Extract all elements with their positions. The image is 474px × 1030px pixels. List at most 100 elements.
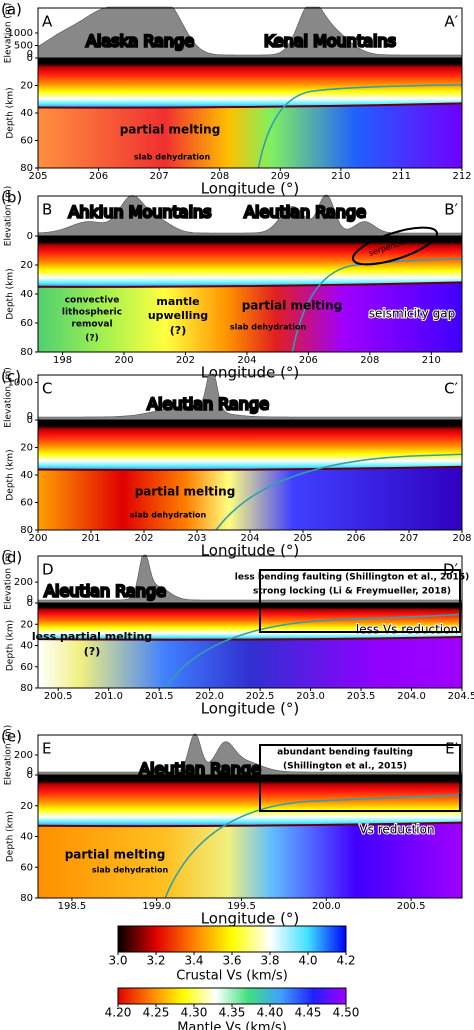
annotation: Alaska Range xyxy=(86,32,194,51)
x-tick-label: 210 xyxy=(331,171,350,182)
x-tick-label: 200.5 xyxy=(44,691,73,702)
x-tick-label: 207 xyxy=(399,533,418,544)
velocity-section xyxy=(38,236,462,352)
y-tick-label: 40 xyxy=(20,470,33,481)
elevation-frame xyxy=(37,195,463,237)
x-tick-label: 201 xyxy=(81,533,100,544)
depth-label: Depth (km) xyxy=(6,811,16,862)
colorbar-tick-label: 4.2 xyxy=(336,954,355,968)
y-tick-label: 20 xyxy=(20,260,33,271)
annotation: less partial melting xyxy=(32,630,152,643)
elevation-frame xyxy=(37,555,463,604)
x-tick-label: 212 xyxy=(452,171,471,182)
y-tick-label: 0 xyxy=(27,415,33,426)
moho-line xyxy=(38,465,462,471)
x-tick-label: 211 xyxy=(392,171,411,182)
annotation: strong locking (Li & Freymueller, 2018) xyxy=(253,587,451,597)
x-tick-label: 204 xyxy=(240,533,259,544)
slab-interface xyxy=(164,794,462,898)
profile-end: A′ xyxy=(444,13,458,31)
x-tick-label: 203.0 xyxy=(296,691,325,702)
annotation: Vs reduction xyxy=(359,823,434,837)
x-tick-label: 204.0 xyxy=(397,691,426,702)
annotation: (?) xyxy=(84,645,100,658)
y-tick-label: 0 xyxy=(27,53,33,64)
panel-label: (c) xyxy=(1,368,21,386)
x-tick-label: 199.5 xyxy=(227,901,256,912)
colorbar xyxy=(117,925,347,953)
topography xyxy=(37,554,463,604)
panel-label: (d) xyxy=(1,549,22,567)
annotation: slab dehydration xyxy=(230,323,307,332)
depth-label: Depth (km) xyxy=(6,620,16,671)
x-axis-label: Longitude (°) xyxy=(201,910,300,928)
topography xyxy=(37,6,463,59)
x-tick-label: 202 xyxy=(176,355,195,366)
x-axis-label: Longitude (°) xyxy=(201,180,300,198)
elevation-tick-label: 0 xyxy=(27,766,33,777)
moho-line xyxy=(38,636,462,641)
elevation-label: Elevation (m) xyxy=(4,549,14,609)
annotation: Aleutian Range xyxy=(44,582,166,601)
profile-end: B′ xyxy=(444,201,458,219)
annotation: lithospheric xyxy=(62,308,122,318)
topography xyxy=(37,733,463,776)
moho-line xyxy=(38,821,462,828)
crust-layer xyxy=(38,775,462,827)
y-tick-label: 40 xyxy=(20,108,33,119)
colorbar-tick-label: 4.40 xyxy=(257,1006,284,1020)
y-tick-label: 80 xyxy=(20,525,33,536)
slab-interface xyxy=(215,449,462,530)
x-tick-label: 202.0 xyxy=(195,691,224,702)
x-tick-label: 208 xyxy=(360,355,379,366)
crust-layer xyxy=(38,603,462,640)
elevation-label: Elevation (m) xyxy=(4,3,14,63)
annotation: Aleutian Range xyxy=(244,203,366,222)
x-tick-label: 200.0 xyxy=(312,901,341,912)
x-tick-label: 207 xyxy=(150,171,169,182)
elevation-tick-label: 0 xyxy=(27,594,33,605)
profile-start: E xyxy=(42,740,51,758)
panel-label: (e) xyxy=(1,728,22,746)
x-tick-label: 203.5 xyxy=(347,691,376,702)
y-tick-label: 40 xyxy=(20,832,33,843)
annotation: slab dehydration xyxy=(134,153,211,162)
colorbar-tick-label: 3.4 xyxy=(184,954,203,968)
colorbar-title: Crustal Vs (km/s) xyxy=(176,969,288,984)
annotation: partial melting xyxy=(120,123,221,137)
colorbar-tick-label: 4.0 xyxy=(298,954,317,968)
y-tick-label: 20 xyxy=(20,801,33,812)
colorbar-tick-label: 3.6 xyxy=(222,954,241,968)
colorbar-tick-label: 4.20 xyxy=(105,1006,132,1020)
panel-label: (a) xyxy=(1,1,22,19)
x-tick-label: 210 xyxy=(422,355,441,366)
profile-end: C′ xyxy=(444,380,458,398)
moho-line xyxy=(38,102,462,109)
annotation: slab dehydration xyxy=(130,511,207,520)
y-tick-label: 60 xyxy=(20,862,33,873)
x-tick-label: 204 xyxy=(237,355,256,366)
x-tick-label: 200 xyxy=(114,355,133,366)
x-axis-label: Longitude (°) xyxy=(201,542,300,560)
moho-line xyxy=(38,281,462,288)
x-tick-label: 201.5 xyxy=(145,691,174,702)
y-tick-label: 60 xyxy=(20,318,33,329)
profile-start: C xyxy=(42,380,52,398)
y-tick-label: 0 xyxy=(27,770,33,781)
slab-interface xyxy=(257,84,462,168)
annotation: removal xyxy=(71,320,112,330)
y-tick-label: 60 xyxy=(20,498,33,509)
y-tick-label: 0 xyxy=(27,598,33,609)
annotation: mantle xyxy=(156,295,199,308)
x-tick-label: 204.5 xyxy=(448,691,474,702)
annotation: abundant bending faulting xyxy=(277,748,413,758)
annotation: Ahklun Mountains xyxy=(68,203,211,222)
x-axis-label: Longitude (°) xyxy=(201,700,300,718)
velocity-section xyxy=(38,603,462,688)
profile-start: A xyxy=(42,13,53,31)
annotation: partial melting xyxy=(65,848,166,862)
x-tick-label: 203 xyxy=(187,533,206,544)
y-tick-label: 0 xyxy=(27,231,33,242)
profile-end: E′ xyxy=(445,740,458,758)
elevation-tick-label: 500 xyxy=(14,41,33,52)
